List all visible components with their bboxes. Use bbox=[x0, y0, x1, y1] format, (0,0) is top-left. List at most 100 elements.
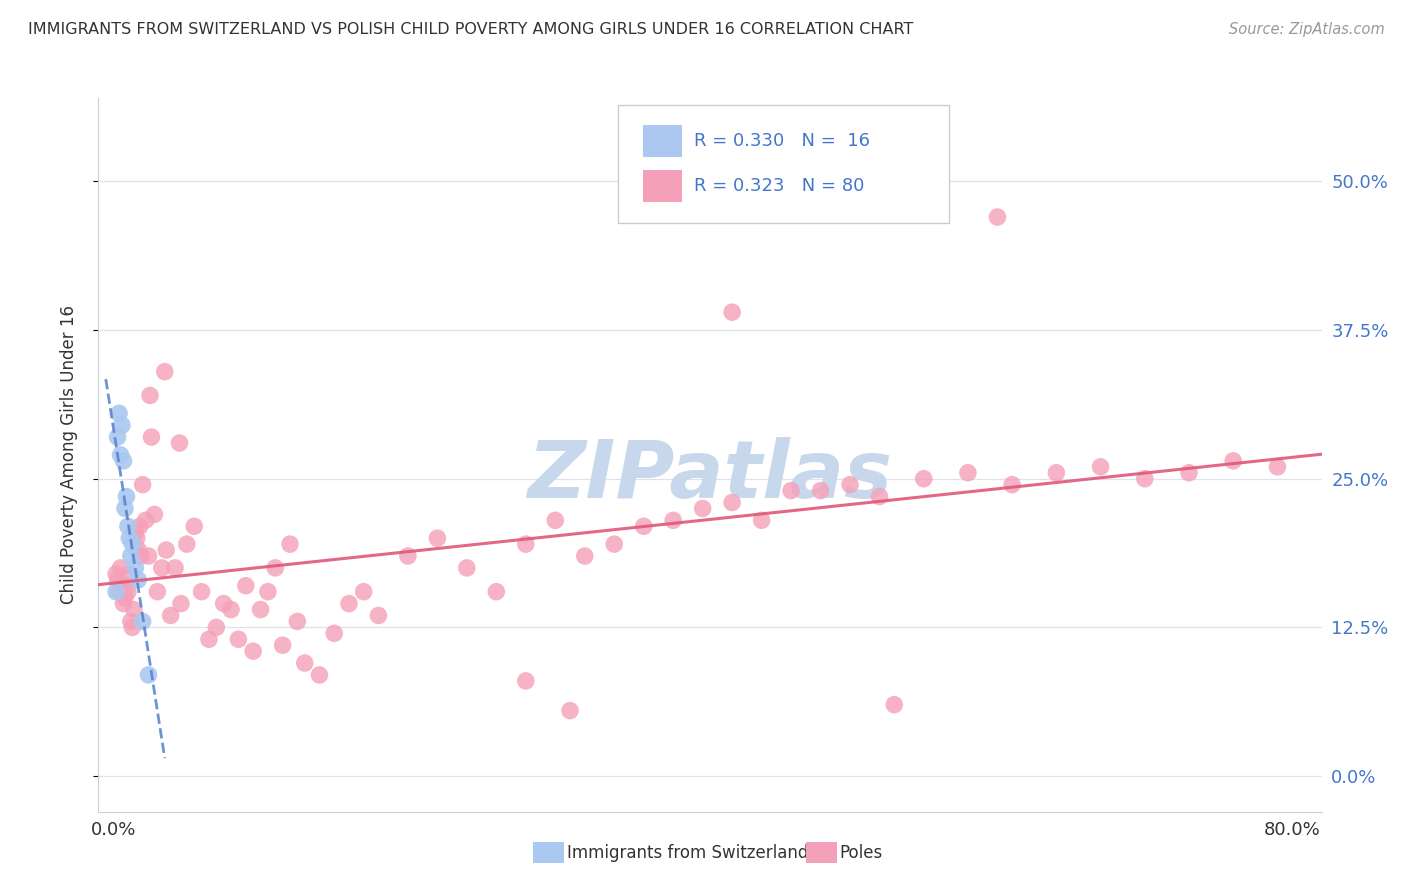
FancyBboxPatch shape bbox=[619, 105, 949, 223]
Point bbox=[117, 519, 139, 533]
Text: R = 0.323   N = 80: R = 0.323 N = 80 bbox=[695, 177, 865, 194]
Point bbox=[117, 584, 139, 599]
Point bbox=[308, 668, 330, 682]
Point bbox=[110, 561, 132, 575]
Point bbox=[1267, 459, 1289, 474]
Point bbox=[111, 418, 134, 433]
Point bbox=[323, 626, 346, 640]
Point bbox=[574, 549, 596, 563]
Point bbox=[105, 584, 128, 599]
Point bbox=[337, 597, 360, 611]
Point bbox=[129, 549, 152, 563]
Point bbox=[169, 436, 191, 450]
Point bbox=[125, 531, 148, 545]
Point bbox=[1133, 472, 1156, 486]
Point bbox=[353, 584, 375, 599]
Point bbox=[1090, 459, 1112, 474]
Point bbox=[212, 597, 235, 611]
Point bbox=[278, 537, 301, 551]
Point bbox=[131, 477, 153, 491]
Point bbox=[114, 501, 136, 516]
Point bbox=[121, 620, 143, 634]
Point bbox=[264, 561, 287, 575]
Point bbox=[287, 615, 309, 629]
Point bbox=[120, 549, 142, 563]
Point bbox=[235, 579, 257, 593]
Point bbox=[1001, 477, 1024, 491]
Point bbox=[205, 620, 228, 634]
Point bbox=[118, 566, 141, 581]
Point bbox=[426, 531, 449, 545]
Text: Poles: Poles bbox=[839, 844, 883, 862]
Point bbox=[111, 579, 134, 593]
Point bbox=[271, 638, 294, 652]
Point bbox=[367, 608, 389, 623]
Point bbox=[112, 597, 135, 611]
Point bbox=[257, 584, 280, 599]
Point bbox=[128, 519, 150, 533]
Point bbox=[692, 501, 714, 516]
Point bbox=[112, 454, 135, 468]
Point bbox=[146, 584, 169, 599]
Point bbox=[396, 549, 419, 563]
Point bbox=[183, 519, 205, 533]
FancyBboxPatch shape bbox=[643, 170, 682, 202]
Point bbox=[150, 561, 173, 575]
Point bbox=[869, 490, 891, 504]
Point bbox=[165, 561, 187, 575]
Point bbox=[242, 644, 264, 658]
Point bbox=[603, 537, 626, 551]
Point bbox=[1178, 466, 1201, 480]
Point bbox=[135, 513, 157, 527]
Point bbox=[515, 673, 537, 688]
Point bbox=[138, 668, 160, 682]
Point bbox=[219, 602, 242, 616]
Point bbox=[121, 537, 143, 551]
Point bbox=[780, 483, 803, 498]
Point bbox=[108, 406, 131, 420]
Point bbox=[1222, 454, 1244, 468]
Point bbox=[633, 519, 655, 533]
Text: ZIPatlas: ZIPatlas bbox=[527, 437, 893, 516]
Point bbox=[114, 591, 136, 605]
Point bbox=[124, 561, 146, 575]
Point bbox=[515, 537, 537, 551]
Point bbox=[721, 305, 744, 319]
Point bbox=[127, 573, 149, 587]
Point bbox=[190, 584, 212, 599]
Point bbox=[176, 537, 198, 551]
Point bbox=[170, 597, 193, 611]
FancyBboxPatch shape bbox=[643, 125, 682, 157]
Point bbox=[912, 472, 935, 486]
Point bbox=[456, 561, 478, 575]
Point bbox=[108, 584, 131, 599]
Point bbox=[118, 531, 141, 545]
Point bbox=[721, 495, 744, 509]
Point bbox=[115, 579, 138, 593]
Point bbox=[138, 549, 160, 563]
Point bbox=[1045, 466, 1067, 480]
Point bbox=[143, 508, 166, 522]
Point bbox=[159, 608, 181, 623]
Point bbox=[485, 584, 508, 599]
Point bbox=[131, 615, 153, 629]
Point bbox=[110, 448, 132, 462]
Point bbox=[249, 602, 271, 616]
Point bbox=[139, 388, 162, 402]
Point bbox=[662, 513, 685, 527]
Point bbox=[544, 513, 567, 527]
Point bbox=[141, 430, 163, 444]
Point bbox=[956, 466, 979, 480]
Point bbox=[153, 365, 176, 379]
Point bbox=[120, 615, 142, 629]
Point bbox=[810, 483, 832, 498]
Point bbox=[122, 602, 145, 616]
Point bbox=[558, 704, 581, 718]
Point bbox=[228, 632, 250, 647]
Point bbox=[198, 632, 221, 647]
Point bbox=[751, 513, 773, 527]
Text: Immigrants from Switzerland: Immigrants from Switzerland bbox=[567, 844, 808, 862]
Point bbox=[294, 656, 316, 670]
Point bbox=[155, 543, 177, 558]
Text: R = 0.330   N =  16: R = 0.330 N = 16 bbox=[695, 132, 870, 150]
